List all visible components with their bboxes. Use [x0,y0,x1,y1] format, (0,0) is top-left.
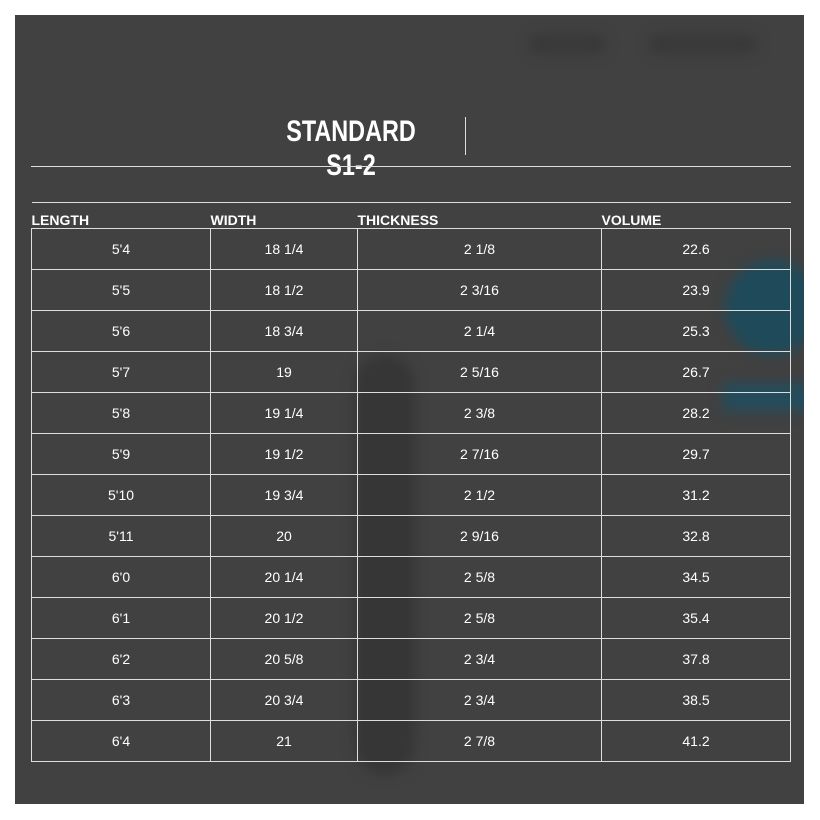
cell-width: 19 1/2 [210,433,358,475]
cell-length: 5'8 [31,392,211,434]
table-row: 5'10 19 3/4 2 1/2 31.2 [31,474,791,516]
cell-thickness: 2 9/16 [357,515,602,557]
table-row: 6'1 20 1/2 2 5/8 35.4 [31,597,791,639]
cell-volume: 29.7 [601,433,791,475]
cell-length: 6'2 [31,638,211,680]
cell-thickness: 2 3/4 [357,638,602,680]
cell-volume: 37.8 [601,638,791,680]
table-row: 6'3 20 3/4 2 3/4 38.5 [31,679,791,721]
blurred-nav-item [530,35,605,53]
cell-volume: 34.5 [601,556,791,598]
cell-volume: 25.3 [601,310,791,352]
table-header-row: LENGTH WIDTH THICKNESS VOLUME [31,202,791,229]
table-row: 5'11 20 2 9/16 32.8 [31,515,791,557]
cell-volume: 28.2 [601,392,791,434]
cell-length: 6'4 [31,720,211,762]
cell-width: 20 [210,515,358,557]
cell-width: 20 1/4 [210,556,358,598]
cell-width: 20 3/4 [210,679,358,721]
table-row: 5'9 19 1/2 2 7/16 29.7 [31,433,791,475]
cell-volume: 26.7 [601,351,791,393]
cell-thickness: 2 5/8 [357,556,602,598]
cell-volume: 38.5 [601,679,791,721]
cell-length: 6'0 [31,556,211,598]
size-table: LENGTH WIDTH THICKNESS VOLUME 5'4 18 1/4 2… [31,202,791,762]
blurred-nav-item [650,35,755,53]
cell-volume: 22.6 [601,228,791,270]
cell-length: 5'5 [31,269,211,311]
cell-length: 5'9 [31,433,211,475]
header-volume: VOLUME [601,202,791,229]
header-thickness: THICKNESS [357,202,602,229]
table-row: 5'7 19 2 5/16 26.7 [31,351,791,393]
cell-thickness: 2 1/2 [357,474,602,516]
table-row: 6'2 20 5/8 2 3/4 37.8 [31,638,791,680]
table-row: 6'4 21 2 7/8 41.2 [31,720,791,762]
cell-thickness: 2 5/16 [357,351,602,393]
cell-width: 20 1/2 [210,597,358,639]
cell-thickness: 2 7/8 [357,720,602,762]
table-row: 5'8 19 1/4 2 3/8 28.2 [31,392,791,434]
header-width: WIDTH [210,202,358,229]
cell-width: 19 3/4 [210,474,358,516]
cell-thickness: 2 3/4 [357,679,602,721]
cell-volume: 35.4 [601,597,791,639]
cell-volume: 23.9 [601,269,791,311]
table-row: 5'6 18 3/4 2 1/4 25.3 [31,310,791,352]
header-length: LENGTH [31,202,211,229]
cell-width: 18 3/4 [210,310,358,352]
cell-thickness: 2 5/8 [357,597,602,639]
cell-volume: 41.2 [601,720,791,762]
cell-width: 19 1/4 [210,392,358,434]
cell-length: 5'7 [31,351,211,393]
cell-length: 5'6 [31,310,211,352]
cell-length: 6'1 [31,597,211,639]
cell-length: 5'10 [31,474,211,516]
page-title: STANDARD S1-2 [286,115,416,182]
cell-width: 20 5/8 [210,638,358,680]
cell-volume: 31.2 [601,474,791,516]
cell-thickness: 2 3/16 [357,269,602,311]
cell-thickness: 2 3/8 [357,392,602,434]
cell-thickness: 2 7/16 [357,433,602,475]
cell-length: 6'3 [31,679,211,721]
cell-width: 18 1/4 [210,228,358,270]
table-row: 5'5 18 1/2 2 3/16 23.9 [31,269,791,311]
cell-volume: 32.8 [601,515,791,557]
cell-thickness: 2 1/8 [357,228,602,270]
cell-width: 21 [210,720,358,762]
cell-length: 5'11 [31,515,211,557]
cell-length: 5'4 [31,228,211,270]
section-divider [31,166,791,167]
table-row: 5'4 18 1/4 2 1/8 22.6 [31,228,791,270]
cell-width: 19 [210,351,358,393]
cell-width: 18 1/2 [210,269,358,311]
cell-thickness: 2 1/4 [357,310,602,352]
title-divider [465,117,466,155]
size-chart-panel: STANDARD S1-2 LENGTH WIDTH THICKNESS VOL… [15,15,804,804]
table-row: 6'0 20 1/4 2 5/8 34.5 [31,556,791,598]
